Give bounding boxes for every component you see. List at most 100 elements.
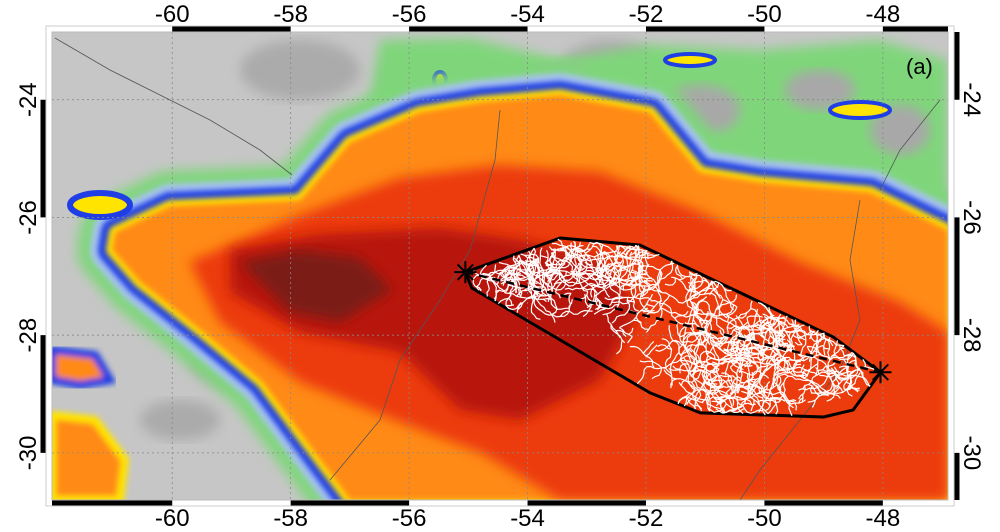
lightning-channel [747, 385, 769, 415]
lightning-channel [659, 262, 675, 271]
lightning-channel [660, 307, 694, 318]
lightning-channel [758, 350, 774, 358]
lightning-channel [558, 270, 574, 275]
lightning-channel [797, 372, 806, 376]
lightning-channel [516, 302, 524, 313]
lightning-channel [646, 303, 655, 308]
lightning-channel [833, 340, 838, 356]
lightning-channel [684, 321, 697, 334]
lon-tick-label-bottom: -52 [629, 505, 664, 532]
lightning-channel [595, 250, 601, 267]
lightning-channel [780, 359, 793, 370]
lightning-channel [578, 255, 588, 268]
lightning-channel [619, 319, 650, 330]
cold-cell [663, 52, 717, 68]
lightning-channel [584, 272, 618, 286]
lightning-channel [632, 276, 648, 280]
lightning-channel [672, 365, 680, 370]
lightning-channel [726, 311, 748, 336]
lightning-channel [741, 322, 748, 329]
lightning-channel [685, 395, 697, 410]
lightning-channel [689, 292, 737, 330]
lightning-channel [689, 273, 698, 301]
lightning-channel [826, 390, 841, 399]
lightning-channel [777, 374, 782, 390]
lightning-channel [701, 389, 713, 403]
lightning-channel [839, 365, 848, 368]
lon-tick-label-top: -50 [747, 1, 782, 28]
lightning-channel [719, 334, 729, 348]
lightning-channel [746, 332, 762, 337]
lightning-channel [700, 317, 722, 344]
cold-cloud-patch [140, 400, 220, 440]
lightning-channel [830, 367, 857, 381]
lightning-channel [699, 379, 735, 411]
cold-cloud-patch [240, 40, 360, 100]
lightning-channel [526, 260, 544, 288]
lightning-channel [796, 331, 803, 339]
lightning-channel [557, 238, 601, 280]
border-line [54, 37, 293, 176]
lightning-channel [741, 376, 755, 388]
lightning-channel [798, 369, 861, 391]
lightning-channel [679, 363, 689, 374]
lightning-channel [699, 342, 723, 395]
lightning-channel [550, 255, 566, 263]
lightning-channel [628, 327, 634, 335]
lightning-channel [605, 278, 618, 290]
lightning-channel [670, 378, 697, 391]
lightning-channel [769, 331, 785, 338]
lightning-channel [679, 306, 719, 361]
lightning-channel [677, 389, 701, 405]
lightning-channel [627, 336, 633, 344]
lightning-channel [729, 366, 742, 380]
lightning-channel [763, 315, 772, 331]
lightning-channel [479, 272, 498, 300]
lon-tick-label-bottom: -60 [155, 505, 190, 532]
lightning-channel [703, 280, 713, 295]
lightning-channel [721, 372, 733, 382]
lightning-channel [671, 276, 701, 296]
lightning-channel [767, 389, 777, 415]
lightning-channel [699, 296, 708, 302]
lightning-channel [578, 242, 581, 247]
lightning-channel [570, 244, 584, 255]
lightning-channel [808, 347, 818, 362]
lightning-channel [743, 354, 756, 365]
lightning-channel [664, 277, 677, 286]
lightning-channel [783, 324, 800, 330]
lightning-channel [569, 242, 573, 263]
lightning-channel [633, 307, 645, 321]
lightning-channel [526, 268, 535, 283]
lightning-channel [586, 254, 593, 270]
lightning-channel [769, 335, 777, 341]
lightning-channel [575, 247, 589, 258]
lightning-channel [611, 286, 637, 305]
lightning-channel [699, 329, 713, 395]
storm-cell [52, 345, 117, 390]
lightning-channel [802, 359, 819, 390]
lightning-channel [786, 345, 793, 353]
lightning-channel [606, 252, 642, 262]
lightning-channel [831, 368, 864, 379]
lightning-channel [590, 254, 629, 298]
storm-cell [67, 190, 133, 220]
lightning-channel [792, 370, 808, 377]
lightning-channel [822, 339, 827, 356]
lightning-channel [765, 316, 791, 340]
lat-tick-label-left: -28 [15, 318, 42, 353]
lightning-channel [768, 360, 783, 366]
lightning-channel [743, 352, 752, 359]
lightning-channel [859, 369, 871, 387]
lightning-channel [756, 323, 791, 333]
lon-tick-label-bottom: -58 [273, 505, 308, 532]
lightning-channel [719, 329, 725, 337]
lightning-channel [600, 250, 617, 254]
lightning-channel [606, 313, 626, 344]
lightning-channel [741, 360, 749, 367]
lon-tick-label-top: -48 [866, 1, 901, 28]
lightning-channel [646, 269, 663, 333]
lon-tick-label-top: -56 [392, 1, 427, 28]
lightning-channel [486, 288, 490, 297]
